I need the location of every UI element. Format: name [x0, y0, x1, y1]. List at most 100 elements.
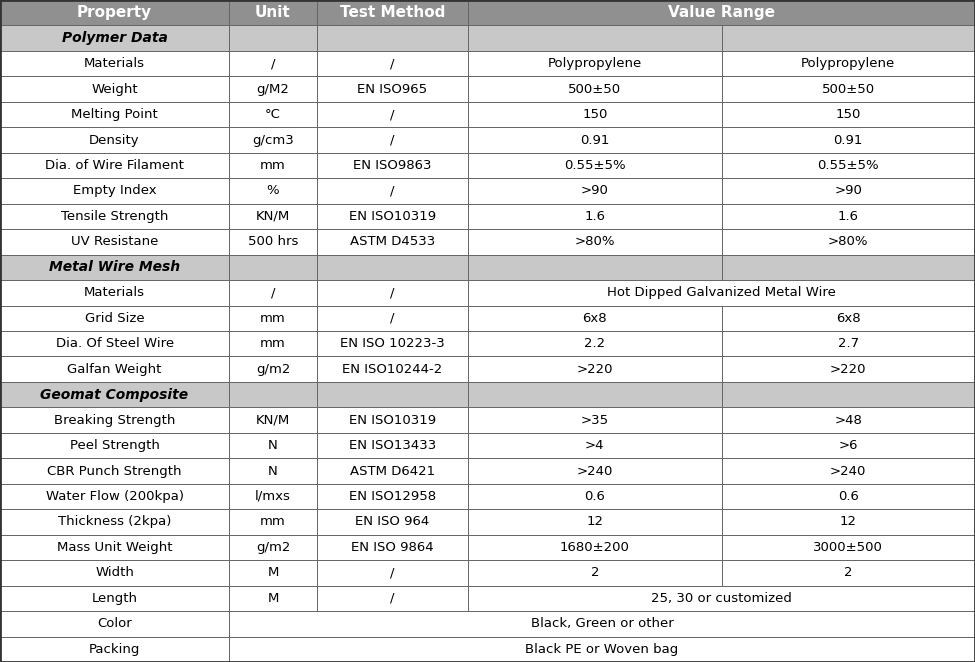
Bar: [468, 102, 722, 127]
Text: Peel Strength: Peel Strength: [69, 439, 160, 452]
Bar: [229, 153, 317, 178]
Text: mm: mm: [260, 337, 286, 350]
Bar: [229, 51, 317, 76]
Bar: [722, 127, 975, 153]
Bar: [468, 0, 975, 25]
Bar: [0, 356, 229, 382]
Bar: [0, 637, 229, 662]
Bar: [317, 433, 468, 458]
Bar: [722, 51, 975, 76]
Text: 500±50: 500±50: [568, 83, 621, 95]
Bar: [229, 611, 975, 637]
Text: Polymer Data: Polymer Data: [61, 31, 168, 45]
Bar: [317, 382, 468, 407]
Bar: [722, 204, 975, 229]
Bar: [722, 484, 975, 509]
Bar: [229, 407, 317, 433]
Text: >90: >90: [835, 185, 862, 197]
Bar: [722, 458, 975, 484]
Text: Dia. of Wire Filament: Dia. of Wire Filament: [45, 159, 184, 172]
Bar: [0, 25, 229, 51]
Bar: [468, 204, 722, 229]
Text: UV Resistane: UV Resistane: [71, 236, 158, 248]
Bar: [722, 229, 975, 255]
Bar: [722, 433, 975, 458]
Bar: [317, 586, 468, 611]
Bar: [317, 560, 468, 586]
Bar: [317, 484, 468, 509]
Bar: [0, 127, 229, 153]
Text: Melting Point: Melting Point: [71, 108, 158, 121]
Bar: [468, 407, 722, 433]
Bar: [317, 153, 468, 178]
Text: Density: Density: [90, 134, 139, 146]
Text: 150: 150: [582, 108, 607, 121]
Bar: [0, 331, 229, 356]
Text: Water Flow (200kpa): Water Flow (200kpa): [46, 490, 183, 503]
Bar: [317, 356, 468, 382]
Text: Color: Color: [98, 617, 132, 630]
Bar: [0, 611, 229, 637]
Bar: [0, 382, 229, 407]
Bar: [722, 382, 975, 407]
Text: 1.6: 1.6: [584, 210, 605, 223]
Bar: [468, 153, 722, 178]
Bar: [317, 102, 468, 127]
Text: Property: Property: [77, 5, 152, 21]
Bar: [229, 229, 317, 255]
Bar: [722, 509, 975, 535]
Bar: [722, 25, 975, 51]
Text: 2.2: 2.2: [584, 337, 605, 350]
Text: Length: Length: [92, 592, 137, 605]
Bar: [0, 255, 229, 280]
Bar: [317, 127, 468, 153]
Bar: [0, 535, 229, 560]
Text: EN ISO 964: EN ISO 964: [355, 516, 430, 528]
Bar: [317, 458, 468, 484]
Bar: [229, 586, 317, 611]
Text: Polypropylene: Polypropylene: [548, 57, 642, 70]
Text: CBR Punch Strength: CBR Punch Strength: [48, 465, 181, 477]
Text: N: N: [268, 439, 278, 452]
Text: /: /: [390, 57, 395, 70]
Bar: [722, 331, 975, 356]
Bar: [317, 0, 468, 25]
Text: 0.91: 0.91: [580, 134, 609, 146]
Text: 0.55±5%: 0.55±5%: [817, 159, 879, 172]
Bar: [468, 458, 722, 484]
Text: mm: mm: [260, 159, 286, 172]
Bar: [0, 484, 229, 509]
Bar: [229, 560, 317, 586]
Bar: [0, 433, 229, 458]
Text: EN ISO 9864: EN ISO 9864: [351, 541, 434, 554]
Text: EN ISO10319: EN ISO10319: [349, 414, 436, 426]
Bar: [722, 178, 975, 204]
Bar: [0, 153, 229, 178]
Text: >240: >240: [576, 465, 613, 477]
Text: 6x8: 6x8: [582, 312, 607, 325]
Bar: [229, 433, 317, 458]
Bar: [468, 484, 722, 509]
Bar: [722, 102, 975, 127]
Text: Tensile Strength: Tensile Strength: [60, 210, 169, 223]
Text: ASTM D6421: ASTM D6421: [350, 465, 435, 477]
Text: Empty Index: Empty Index: [73, 185, 156, 197]
Bar: [317, 280, 468, 306]
Text: >80%: >80%: [828, 236, 869, 248]
Text: 500 hrs: 500 hrs: [248, 236, 298, 248]
Bar: [0, 102, 229, 127]
Text: Grid Size: Grid Size: [85, 312, 144, 325]
Text: Black PE or Woven bag: Black PE or Woven bag: [526, 643, 679, 656]
Text: g/cm3: g/cm3: [253, 134, 293, 146]
Bar: [468, 229, 722, 255]
Text: Mass Unit Weight: Mass Unit Weight: [57, 541, 173, 554]
Text: g/m2: g/m2: [255, 541, 291, 554]
Text: N: N: [268, 465, 278, 477]
Text: KN/M: KN/M: [255, 210, 291, 223]
Bar: [468, 280, 975, 306]
Bar: [229, 280, 317, 306]
Bar: [0, 51, 229, 76]
Text: Unit: Unit: [255, 5, 291, 21]
Text: /: /: [390, 286, 395, 299]
Text: EN ISO9863: EN ISO9863: [353, 159, 432, 172]
